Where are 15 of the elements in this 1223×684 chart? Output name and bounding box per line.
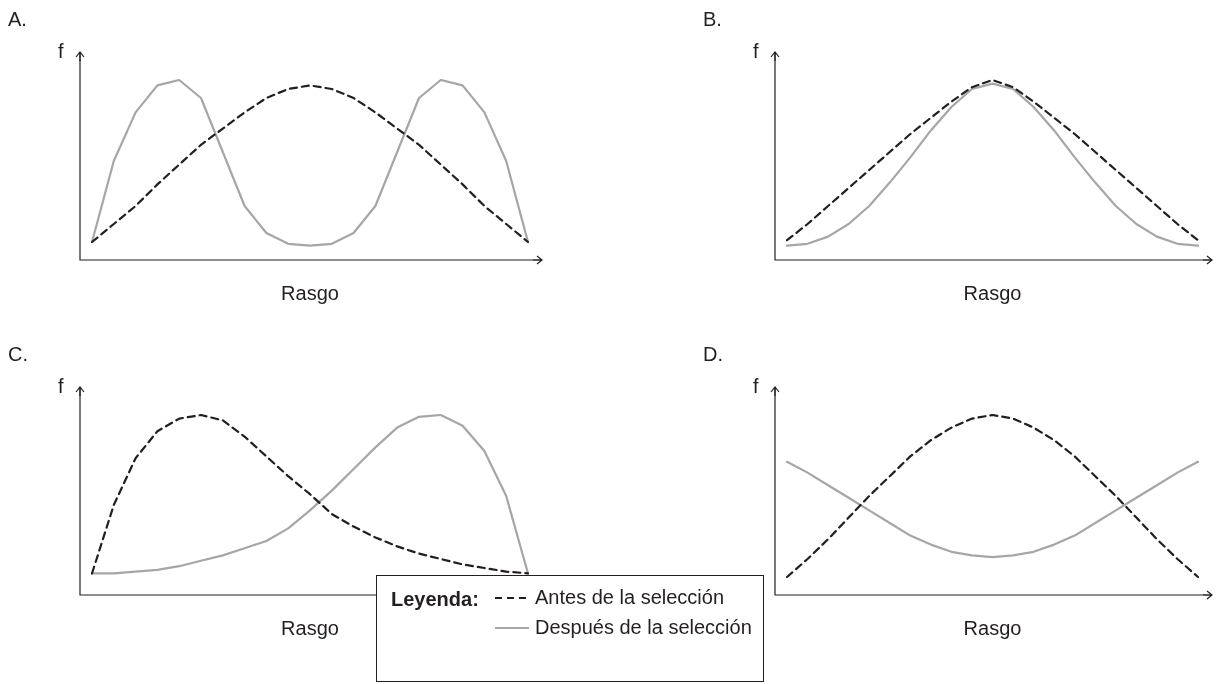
legend-title: Leyenda: <box>391 588 479 611</box>
x-axis-title: Rasgo <box>281 281 339 304</box>
chart-title: C. <box>8 343 28 366</box>
x-axis-title: Rasgo <box>963 616 1022 639</box>
chart-title: A. <box>8 8 27 31</box>
y-axis-title: f <box>753 375 759 398</box>
chart-title: B. <box>703 8 722 31</box>
legend-label: Después de la selección <box>535 616 752 639</box>
legend-label: Antes de la selección <box>535 586 725 609</box>
y-axis-title: f <box>58 375 64 398</box>
y-axis-title: f <box>753 40 759 63</box>
chart-title: D. <box>703 343 723 366</box>
y-axis-title: f <box>58 40 64 63</box>
x-axis-title: Rasgo <box>281 616 339 639</box>
x-axis-title: Rasgo <box>963 281 1022 304</box>
